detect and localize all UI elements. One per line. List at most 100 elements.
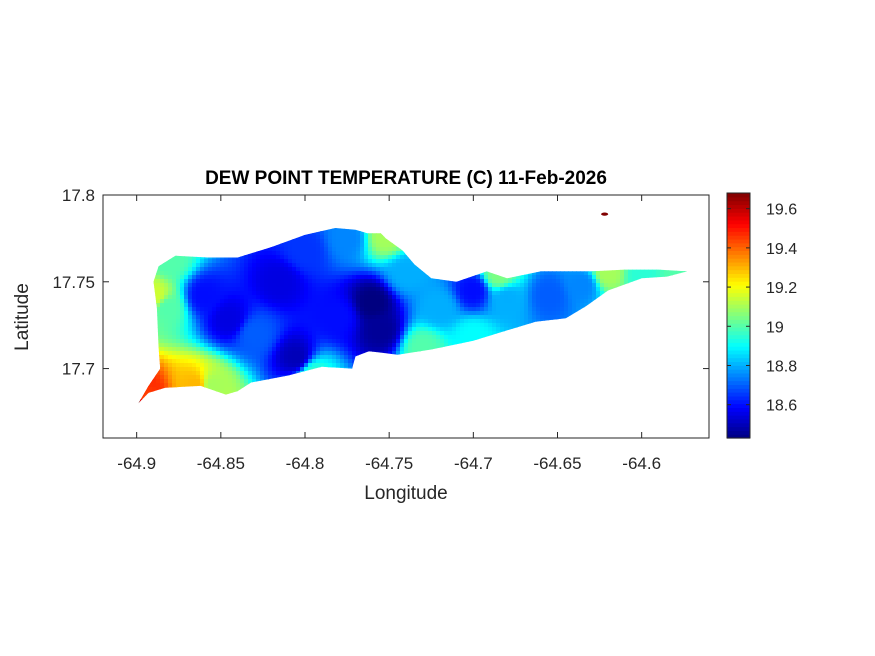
heatmap-cell [356,323,361,328]
heatmap-cell [384,315,389,320]
heatmap-cell [180,327,185,332]
heatmap-cell [200,299,205,304]
heatmap-cell [492,315,497,320]
heatmap-cell [304,303,309,308]
heatmap-cell [452,311,457,316]
heatmap-cell [456,295,461,300]
heatmap-cell [360,263,365,268]
heatmap-cell [236,303,241,308]
heatmap-cell [492,283,497,288]
heatmap-cell [324,335,329,340]
heatmap-cell [392,307,397,312]
heatmap-cell [236,271,241,276]
heatmap-cell [512,287,517,292]
heatmap-cell [392,323,397,328]
heatmap-cell [284,287,289,292]
heatmap-cell [480,295,485,300]
heatmap-cell [232,327,237,332]
heatmap-cell [416,339,421,344]
heatmap-cell [320,291,325,296]
heatmap-cell [316,311,321,316]
heatmap-cell [384,275,389,280]
heatmap-cell [436,299,441,304]
heatmap-cell [428,331,433,336]
heatmap-cell [624,271,629,276]
heatmap-cell [212,327,217,332]
heatmap-cell [484,287,489,292]
heatmap-cell [444,327,449,332]
heatmap-cell [376,279,381,284]
heatmap-cell [384,323,389,328]
heatmap-cell [288,263,293,268]
heatmap-cell [216,295,221,300]
heatmap-cell [208,259,213,264]
heatmap-cell [336,259,341,264]
heatmap-cell [196,307,201,312]
heatmap-cell [268,267,273,272]
heatmap-cell [308,251,313,256]
heatmap-cell [524,303,529,308]
heatmap-cell [292,319,297,324]
heatmap-cell [260,307,265,312]
heatmap-cell [404,339,409,344]
heatmap-cell [200,291,205,296]
heatmap-cell [280,267,285,272]
heatmap-cell [512,295,517,300]
heatmap-cell [260,267,265,272]
heatmap-cell [304,295,309,300]
heatmap-cell [544,271,549,276]
heatmap-cell [356,299,361,304]
heatmap-cell [360,347,365,352]
heatmap-cell [236,331,241,336]
heatmap-cell [356,327,361,332]
heatmap-cell [424,303,429,308]
heatmap-cell [172,331,177,336]
heatmap-cell [188,315,193,320]
heatmap-cell [464,323,469,328]
heatmap-cell [300,323,305,328]
heatmap-cell [344,243,349,248]
heatmap-cell [312,351,317,356]
heatmap-cell [528,303,533,308]
heatmap-cell [192,307,197,312]
heatmap-cell [212,307,217,312]
heatmap-cell [400,343,405,348]
heatmap-cell [176,299,181,304]
heatmap-cell [532,291,537,296]
heatmap-cell [396,303,401,308]
heatmap-cell [352,267,357,272]
heatmap-cell [260,335,265,340]
heatmap-cell [312,255,317,260]
heatmap-cell [420,331,425,336]
heatmap-cell [204,283,209,288]
heatmap-cell [320,235,325,240]
heatmap-cell [616,275,621,280]
heatmap-cell [400,287,405,292]
heatmap-cell [500,295,505,300]
heatmap-cell [524,307,529,312]
heatmap-cell [336,251,341,256]
heatmap-cell [356,287,361,292]
heatmap-cell [452,315,457,320]
heatmap-cell [292,339,297,344]
heatmap-cell [516,287,521,292]
heatmap-cell [220,331,225,336]
heatmap-cell [264,347,269,352]
heatmap-cell [356,267,361,272]
heatmap-cell [280,331,285,336]
heatmap-cell [372,259,377,264]
heatmap-cell [240,255,245,260]
heatmap-cell [240,347,245,352]
heatmap-cell [300,247,305,252]
heatmap-cell [440,319,445,324]
heatmap-cell [600,279,605,284]
heatmap-cell [252,275,257,280]
heatmap-cell [480,275,485,280]
heatmap-cell [404,343,409,348]
heatmap-cell [568,283,573,288]
heatmap-cell [352,343,357,348]
heatmap-cell [396,295,401,300]
heatmap-cell [264,331,269,336]
heatmap-cell [428,299,433,304]
heatmap-cell [608,271,613,276]
